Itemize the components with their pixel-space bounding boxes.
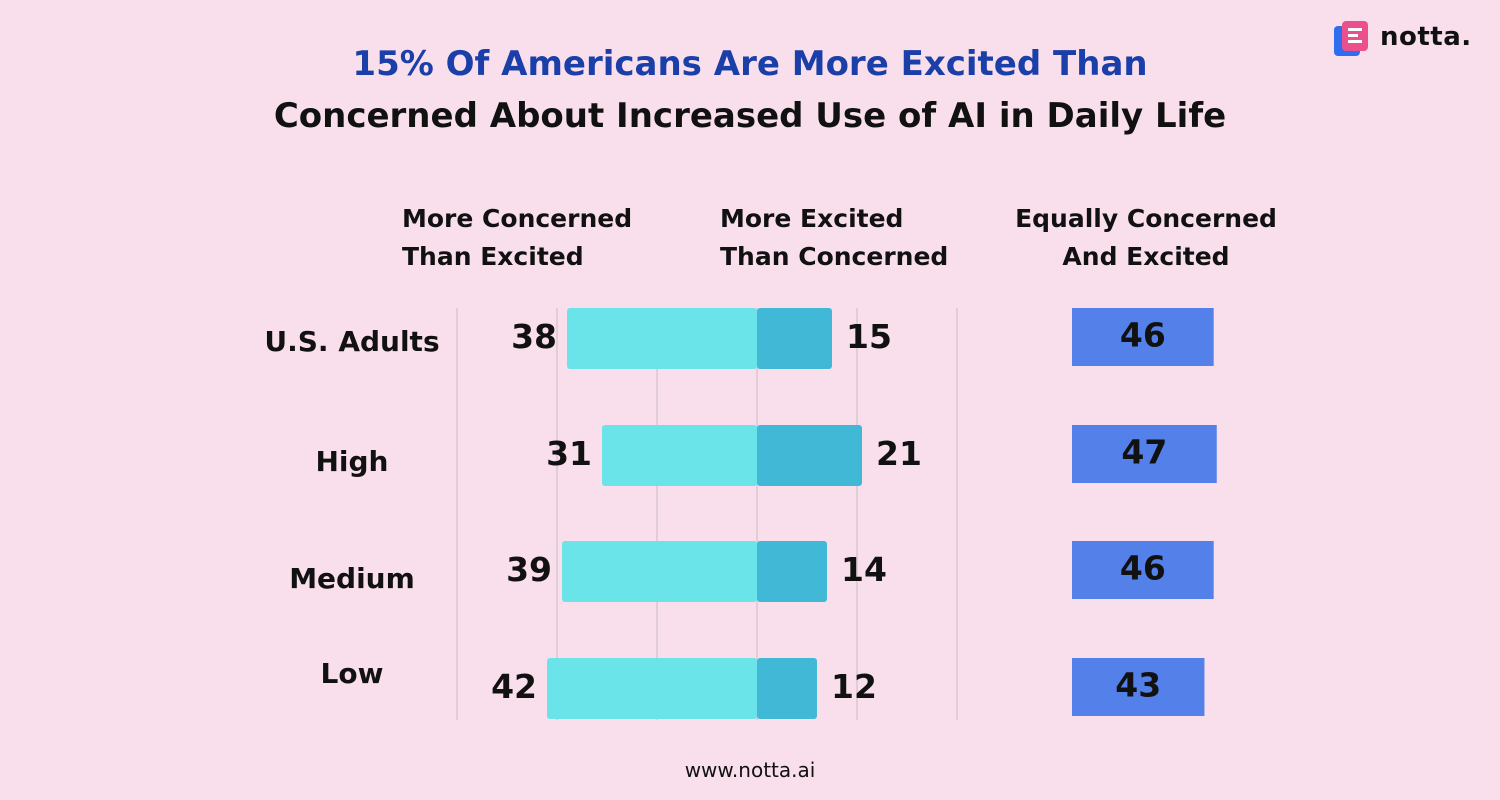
value-equally-u-s-adults: 46 xyxy=(1120,316,1166,355)
row-label-low: Low xyxy=(321,657,384,690)
notta-logo: notta. xyxy=(1330,18,1480,62)
value-excited-u-s-adults: 15 xyxy=(846,317,892,356)
column-header-equally-line-1: Equally Concerned xyxy=(1015,204,1277,233)
bar-excited-low xyxy=(757,658,817,719)
bar-concerned-high xyxy=(602,425,757,486)
bar-excited-medium xyxy=(757,541,827,602)
column-header-equally-line-2: And Excited xyxy=(1062,242,1229,271)
bar-equally-low xyxy=(1072,658,1205,716)
column-header-concerned-line-2: Than Excited xyxy=(402,242,584,271)
chart-title-line-2: Concerned About Increased Use of AI in D… xyxy=(273,96,1227,136)
footer-url: www.notta.ai xyxy=(684,758,816,782)
chart-title-line-1: 15% Of Americans Are More Excited Than xyxy=(352,44,1148,84)
value-equally-low: 43 xyxy=(1115,666,1161,705)
bar-equally-high xyxy=(1072,425,1217,483)
bar-concerned-u-s-adults xyxy=(567,308,757,369)
value-excited-low: 12 xyxy=(831,667,877,706)
notta-logo-icon xyxy=(1334,21,1368,56)
bar-excited-high xyxy=(757,425,862,486)
column-header-concerned-line-1: More Concerned xyxy=(402,204,632,233)
bar-concerned-low xyxy=(547,658,757,719)
value-equally-high: 47 xyxy=(1121,433,1167,472)
row-label-high: High xyxy=(315,445,388,478)
column-header-excited-line-2: Than Concerned xyxy=(720,242,948,271)
value-excited-high: 21 xyxy=(876,434,922,473)
value-excited-medium: 14 xyxy=(841,550,887,589)
row-label-medium: Medium xyxy=(289,562,415,595)
brand-name: notta. xyxy=(1380,22,1472,52)
bar-equally-u-s-adults xyxy=(1072,308,1214,366)
column-header-excited-line-1: More Excited xyxy=(720,204,903,233)
value-concerned-low: 42 xyxy=(491,667,537,706)
value-equally-medium: 46 xyxy=(1120,549,1166,588)
value-concerned-medium: 39 xyxy=(506,550,552,589)
row-label-u-s-adults: U.S. Adults xyxy=(264,325,439,358)
bar-equally-medium xyxy=(1072,541,1214,599)
value-concerned-u-s-adults: 38 xyxy=(511,317,557,356)
bar-excited-u-s-adults xyxy=(757,308,832,369)
bar-concerned-medium xyxy=(562,541,757,602)
value-concerned-high: 31 xyxy=(546,434,592,473)
